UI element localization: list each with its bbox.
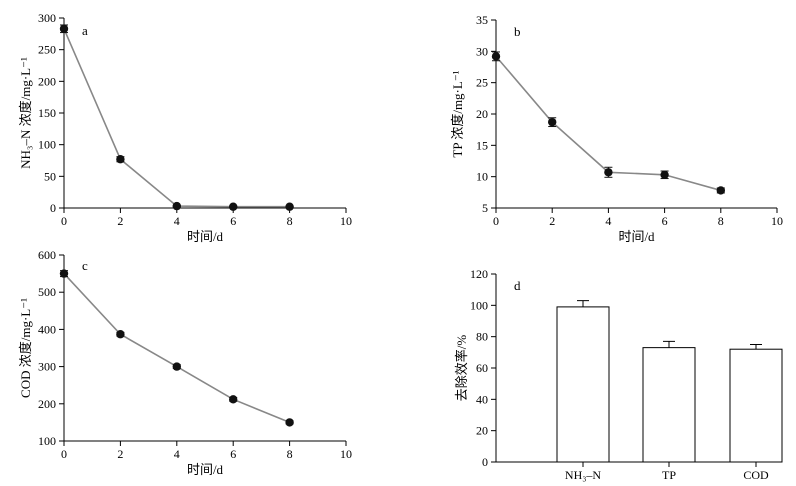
data-point [548, 117, 557, 127]
y-tick-label: 35 [476, 13, 488, 27]
y-tick-label: 50 [44, 169, 56, 183]
x-tick-label: TP [662, 468, 676, 482]
x-tick-label: 8 [287, 214, 293, 228]
y-tick-label: 25 [476, 76, 488, 90]
data-point [716, 186, 725, 195]
y-tick-label: 600 [38, 248, 56, 262]
x-tick-label: 10 [340, 447, 352, 461]
bar [729, 348, 783, 463]
y-tick-label: 0 [482, 455, 488, 469]
panel-c-chart: 100 200 300 400 500 600 0 2 4 6 8 10 时间/d COD 浓度/mg·L… [18, 248, 352, 477]
y-axis-title: TP 浓度/mg·L⁻¹ [450, 70, 465, 157]
x-tick-label: 2 [549, 214, 555, 228]
y-tick-label: 200 [38, 74, 56, 88]
y-tick-label: 120 [470, 267, 488, 281]
panel-d-chart: 0 20 40 60 80 100 120 NH₃–N TP COD 去除效率/% d [454, 267, 783, 482]
y-tick-label: 40 [476, 392, 488, 406]
x-tick-label: 10 [771, 214, 783, 228]
y-axis-title: 去除效率/% [454, 335, 469, 402]
data-point [229, 202, 238, 211]
y-tick-label: 20 [476, 424, 488, 438]
y-tick-label: 5 [482, 201, 488, 215]
y-axis-title: COD 浓度/mg·L⁻¹ [18, 298, 33, 398]
x-tick-label: 8 [287, 447, 293, 461]
data-point [285, 418, 294, 427]
data-point [116, 330, 125, 339]
x-tick-label: 0 [493, 214, 499, 228]
data-point [172, 362, 181, 371]
y-tick-label: 15 [476, 138, 488, 152]
x-tick-label: 8 [718, 214, 724, 228]
panel-letter: a [82, 23, 88, 38]
y-tick-label: 0 [50, 201, 56, 215]
bar [642, 347, 696, 463]
series-line [63, 273, 290, 424]
y-tick-label: 300 [38, 11, 56, 25]
bar [556, 306, 610, 463]
y-tick-label: 30 [476, 44, 488, 58]
x-tick-label: COD [743, 468, 769, 482]
y-tick-label: 150 [38, 106, 56, 120]
panel-b-chart: 5 10 15 20 25 30 35 0 2 4 6 8 10 时间/d TP 浓度/mg·L⁻¹ b [450, 13, 783, 244]
data-point [116, 155, 125, 164]
x-tick-label: 2 [117, 447, 123, 461]
series-line [63, 28, 290, 208]
x-axis-title: 时间/d [187, 462, 224, 477]
data-point [59, 269, 69, 278]
x-axis-title: 时间/d [187, 229, 224, 244]
x-tick-label: 0 [61, 447, 67, 461]
x-tick-label: 6 [662, 214, 668, 228]
y-tick-label: 20 [476, 107, 488, 121]
x-tick-label: 4 [174, 447, 180, 461]
y-tick-label: 80 [476, 330, 488, 344]
panel-letter: d [514, 278, 521, 293]
data-point [491, 52, 501, 61]
data-point [604, 168, 613, 177]
x-tick-label: 0 [61, 214, 67, 228]
x-tick-label: 2 [117, 214, 123, 228]
x-tick-label: 4 [174, 214, 180, 228]
y-tick-label: 10 [476, 170, 488, 184]
data-point [660, 170, 669, 179]
y-tick-label: 250 [38, 43, 56, 57]
y-tick-label: 60 [476, 361, 488, 375]
y-tick-label: 100 [38, 138, 56, 152]
panel-letter: b [514, 24, 521, 39]
x-tick-label: 4 [605, 214, 611, 228]
panel-letter: c [82, 258, 88, 273]
panel-a-chart: 0 50 100 150 200 250 300 0 2 4 6 8 10 时间/d NH₃–N 浓度/mg… [18, 11, 352, 244]
y-axis-title: NH₃–N 浓度/mg·L⁻¹ [18, 57, 33, 169]
y-tick-label: 100 [470, 298, 488, 312]
y-tick-label: 400 [38, 322, 56, 336]
data-point [229, 395, 238, 404]
y-tick-label: 500 [38, 285, 56, 299]
x-tick-label: NH₃–N [565, 468, 602, 482]
data-point [172, 201, 181, 211]
y-tick-label: 200 [38, 397, 56, 411]
data-point [59, 24, 69, 33]
y-tick-label: 300 [38, 360, 56, 374]
x-axis-title: 时间/d [618, 229, 655, 244]
x-tick-label: 6 [230, 214, 236, 228]
y-tick-label: 100 [38, 434, 56, 448]
x-tick-label: 10 [340, 214, 352, 228]
data-point [285, 202, 294, 211]
x-tick-label: 6 [230, 447, 236, 461]
